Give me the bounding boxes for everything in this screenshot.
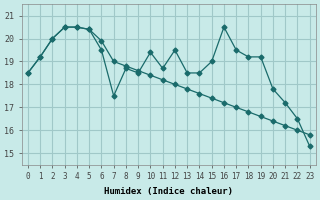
X-axis label: Humidex (Indice chaleur): Humidex (Indice chaleur) xyxy=(104,187,233,196)
